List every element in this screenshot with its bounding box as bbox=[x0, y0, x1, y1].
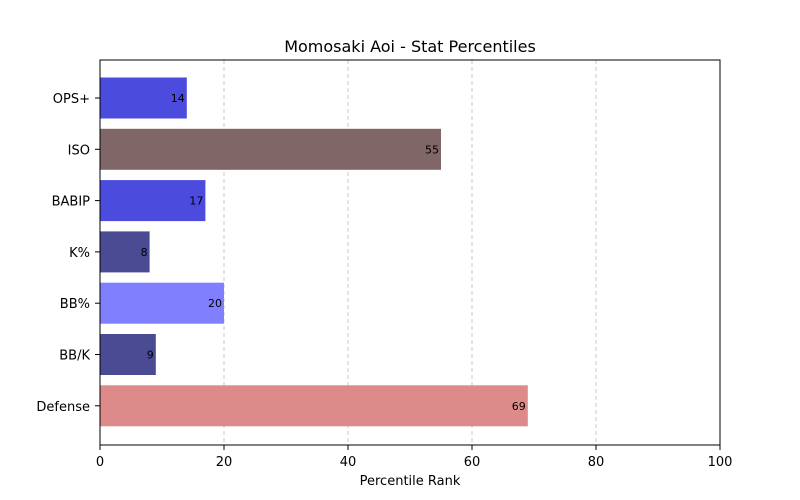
bar-value-label: 17 bbox=[189, 195, 203, 208]
x-tick-label: 20 bbox=[216, 455, 233, 470]
y-tick-label: BB/K bbox=[59, 349, 90, 364]
y-tick-label: ISO bbox=[68, 143, 90, 158]
bar bbox=[100, 334, 156, 375]
bar-value-label: 8 bbox=[141, 246, 148, 259]
y-tick-label: OPS+ bbox=[53, 92, 90, 107]
x-tick-label: 60 bbox=[464, 455, 481, 470]
x-tick-label: 100 bbox=[708, 455, 733, 470]
gridlines bbox=[223, 60, 597, 445]
bar bbox=[100, 231, 150, 273]
y-tick-label: Defense bbox=[36, 400, 90, 415]
y-tick-label: BB% bbox=[60, 297, 90, 312]
bar-value-label: 55 bbox=[425, 143, 439, 156]
y-tick-label: BABIP bbox=[52, 195, 91, 210]
y-tick-label: K% bbox=[69, 246, 90, 261]
bar-value-label: 14 bbox=[171, 92, 185, 105]
x-axis-ticks: 0 20 40 60 80 100 bbox=[96, 445, 733, 470]
bar bbox=[100, 385, 528, 427]
x-tick-label: 80 bbox=[588, 455, 605, 470]
x-tick-label: 40 bbox=[340, 455, 357, 470]
bar bbox=[100, 77, 187, 119]
chart-title: Momosaki Aoi - Stat Percentiles bbox=[284, 37, 536, 56]
bar-value-label: 9 bbox=[147, 349, 154, 362]
bar-value-label: 69 bbox=[512, 400, 526, 413]
bar bbox=[100, 128, 441, 170]
bar bbox=[100, 180, 206, 222]
y-axis-ticks: OPS+ ISO BABIP K% BB% BB/K Defense bbox=[36, 92, 100, 415]
x-tick-label: 0 bbox=[96, 455, 104, 470]
x-axis-label: Percentile Rank bbox=[360, 474, 461, 489]
plot-frame bbox=[99, 59, 721, 446]
bars-group: 14 55 17 8 20 9 69 bbox=[100, 77, 528, 427]
bar bbox=[100, 282, 224, 324]
bar-value-label: 20 bbox=[208, 297, 222, 310]
